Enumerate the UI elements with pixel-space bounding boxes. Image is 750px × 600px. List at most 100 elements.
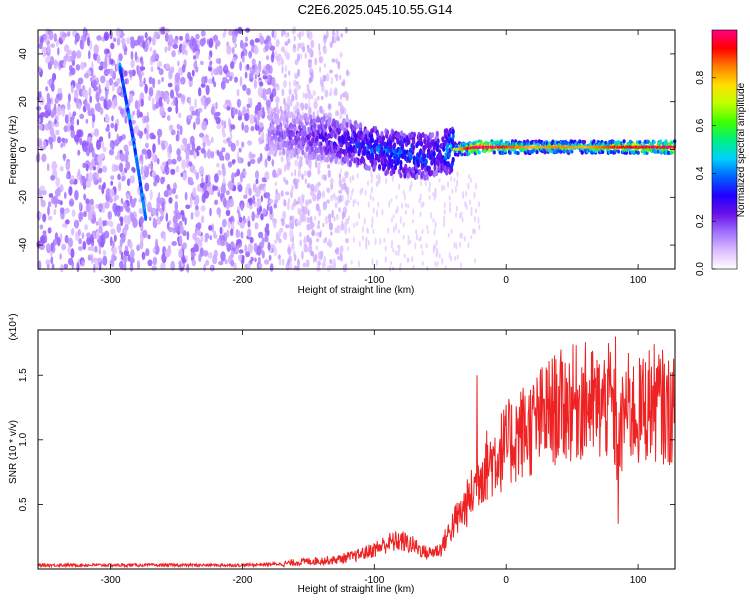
heatmap-cell bbox=[193, 169, 197, 175]
heatmap-cell bbox=[357, 201, 360, 206]
heatmap-cell bbox=[45, 102, 51, 110]
heatmap-cell bbox=[294, 181, 299, 190]
heatmap-ridge-cell bbox=[350, 147, 354, 154]
heatmap-cell bbox=[71, 209, 76, 217]
heatmap-ridge-cell bbox=[323, 155, 327, 162]
heatmap-cell bbox=[283, 80, 287, 89]
heatmap-cell bbox=[418, 197, 421, 204]
heatmap-cell bbox=[287, 198, 291, 205]
heatmap-ridge-cell bbox=[328, 126, 333, 133]
heatmap-cell bbox=[105, 79, 110, 91]
heatmap-cell bbox=[347, 187, 350, 192]
heatmap-cell bbox=[164, 165, 168, 173]
heatmap-cell bbox=[249, 39, 255, 46]
heatmap-cell bbox=[130, 212, 134, 219]
x-tick-label: 0 bbox=[503, 275, 509, 286]
heatmap-cell bbox=[206, 148, 212, 159]
heatmap-cell bbox=[310, 183, 315, 192]
heatmap-cell bbox=[336, 36, 340, 42]
heatmap-cell bbox=[252, 184, 257, 193]
heatmap-cell bbox=[459, 212, 462, 220]
heatmap-cell bbox=[178, 112, 182, 119]
heatmap-cell bbox=[338, 173, 342, 180]
heatmap-cell bbox=[114, 164, 119, 172]
heatmap-cell bbox=[160, 164, 165, 172]
heatmap-cell bbox=[298, 31, 302, 40]
heatmap-cell bbox=[177, 212, 182, 220]
heatmap-ridge-cell bbox=[336, 122, 340, 129]
heatmap-cell bbox=[365, 244, 368, 250]
heatmap-cell bbox=[230, 142, 236, 152]
y-tick-label: 1.0 bbox=[18, 432, 29, 446]
heatmap-cell bbox=[118, 53, 123, 62]
heatmap-cell bbox=[122, 201, 127, 209]
heatmap-ridge-cell bbox=[491, 140, 496, 145]
heatmap-cell bbox=[83, 210, 87, 218]
heatmap-cell bbox=[306, 30, 310, 35]
heatmap-cell bbox=[247, 220, 251, 228]
heatmap-cell bbox=[262, 95, 267, 101]
heatmap-cell bbox=[132, 167, 136, 173]
heatmap-cell bbox=[45, 259, 51, 265]
heatmap-cell bbox=[432, 245, 435, 254]
heatmap-cell bbox=[399, 216, 402, 224]
heatmap-cell bbox=[174, 201, 179, 211]
heatmap-ridge-cell bbox=[501, 142, 505, 147]
heatmap-cell bbox=[321, 261, 326, 269]
heatmap-cell bbox=[312, 254, 316, 263]
heatmap-cell bbox=[49, 56, 55, 65]
heatmap-ridge-cell bbox=[340, 148, 344, 155]
heatmap-cell bbox=[116, 86, 122, 94]
heatmap-cell bbox=[228, 198, 234, 208]
heatmap-ridge-cell bbox=[414, 163, 418, 170]
heatmap-ridge-cell bbox=[451, 128, 455, 135]
heatmap-cell bbox=[375, 259, 378, 267]
spectrogram-x-axis-label: Height of straight line (km) bbox=[298, 285, 415, 296]
heatmap-cell bbox=[158, 68, 164, 76]
heatmap-cell bbox=[258, 263, 263, 269]
snr-frame bbox=[37, 329, 676, 570]
heatmap-cell bbox=[168, 197, 173, 204]
heatmap-cell bbox=[297, 53, 300, 62]
heatmap-cell bbox=[225, 241, 229, 248]
heatmap-cell bbox=[255, 178, 259, 185]
heatmap-ridge-cell bbox=[354, 147, 358, 154]
heatmap-cell bbox=[305, 199, 310, 206]
x-tick-label: -100 bbox=[364, 575, 384, 586]
heatmap-cell bbox=[212, 254, 218, 265]
heatmap-cell bbox=[189, 115, 193, 120]
heatmap-cell bbox=[333, 192, 336, 198]
heatmap-cell bbox=[200, 96, 206, 104]
heatmap-cell bbox=[214, 199, 219, 206]
heatmap-cell bbox=[134, 51, 138, 61]
heatmap-cell bbox=[144, 142, 149, 149]
heatmap-cell bbox=[391, 176, 394, 182]
heatmap-cell bbox=[307, 209, 310, 217]
heatmap-cell bbox=[338, 207, 341, 213]
heatmap-cell bbox=[204, 237, 208, 243]
heatmap-cell bbox=[248, 187, 252, 196]
heatmap-cell bbox=[247, 243, 253, 254]
heatmap-cell bbox=[49, 126, 55, 137]
heatmap-cell bbox=[412, 208, 415, 215]
heatmap-cell bbox=[170, 260, 176, 271]
heatmap-cell bbox=[199, 38, 205, 47]
heatmap-cell bbox=[302, 92, 305, 99]
heatmap-cell bbox=[262, 106, 265, 114]
heatmap-cell bbox=[247, 140, 252, 146]
heatmap-cell bbox=[275, 86, 279, 91]
heatmap-cell bbox=[151, 134, 156, 140]
heatmap-cell bbox=[124, 115, 128, 124]
heatmap-cell bbox=[53, 33, 57, 43]
heatmap-cell bbox=[239, 61, 243, 71]
heatmap-cell bbox=[110, 228, 116, 235]
heatmap-cell bbox=[78, 237, 82, 245]
heatmap-cell bbox=[200, 215, 205, 224]
heatmap-cell bbox=[294, 74, 299, 80]
heatmap-cell bbox=[208, 37, 214, 48]
heatmap-cell bbox=[151, 207, 157, 216]
heatmap-cell bbox=[95, 91, 100, 102]
heatmap-cell bbox=[224, 152, 231, 161]
heatmap-cell bbox=[194, 43, 199, 52]
heatmap-cell bbox=[277, 167, 280, 177]
